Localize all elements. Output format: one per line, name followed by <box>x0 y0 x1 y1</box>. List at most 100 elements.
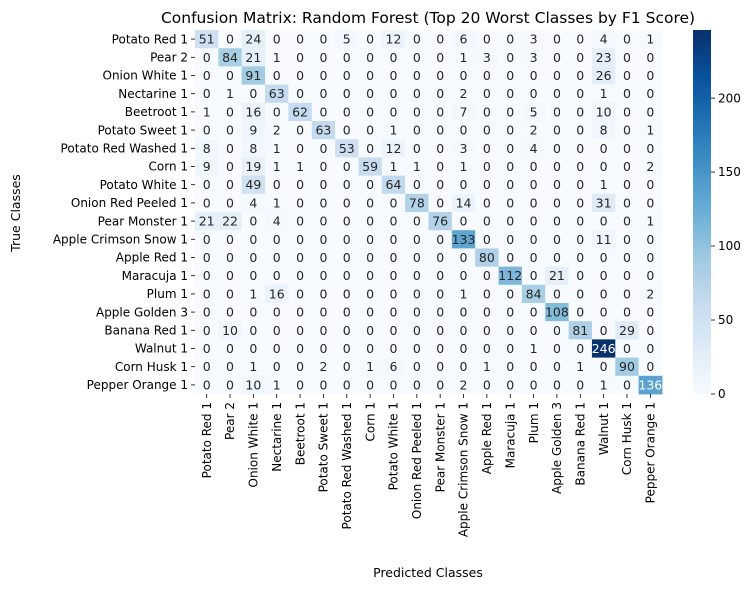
cell-value-label: 1 <box>646 32 654 47</box>
cell-value-label: 1 <box>646 214 654 229</box>
heatmap-cell <box>428 66 453 85</box>
heatmap-cell <box>498 339 523 358</box>
cell-value-label: 0 <box>343 68 351 83</box>
y-tick-label: Pear 2 <box>150 51 188 65</box>
cell-value-label: 0 <box>319 50 327 65</box>
heatmap-cell <box>405 357 429 377</box>
heatmap-cell <box>428 357 453 377</box>
y-tick-label: Apple Golden 3 <box>96 305 188 319</box>
heatmap-cell <box>568 212 593 231</box>
cell-value-label: 0 <box>553 250 561 265</box>
cell-value-label: 0 <box>623 68 631 83</box>
heatmap-cell <box>451 284 476 304</box>
heatmap-cell <box>591 357 616 377</box>
heatmap-cell <box>241 212 266 231</box>
heatmap-cell <box>335 303 359 322</box>
heatmap-cell <box>381 339 406 358</box>
heatmap-cell <box>428 212 453 231</box>
heatmap-cell <box>405 139 429 158</box>
heatmap-cell <box>451 175 476 195</box>
cell-value-label: 0 <box>273 268 281 283</box>
heatmap-cell <box>521 30 546 49</box>
y-tick-label: Potato Red 1 <box>112 32 188 46</box>
heatmap-cell <box>265 357 289 377</box>
cell-value-label: 1 <box>203 104 211 119</box>
heatmap-cell <box>405 284 429 304</box>
heatmap-cell <box>615 339 640 358</box>
cell-value-label: 0 <box>296 195 304 210</box>
cell-value-label: 0 <box>646 104 654 119</box>
heatmap-cell <box>335 175 359 195</box>
heatmap-cell <box>568 375 593 395</box>
heatmap-cell <box>195 48 219 67</box>
cell-value-label: 0 <box>646 68 654 83</box>
heatmap-cell <box>241 284 266 304</box>
heatmap-cell <box>568 66 593 85</box>
heatmap-cell <box>615 84 640 104</box>
cell-value-label: 0 <box>226 250 234 265</box>
y-axis-label: True Classes <box>8 174 23 253</box>
heatmap-cell <box>288 321 313 340</box>
x-tick-label: Onion White 1 <box>247 402 261 488</box>
cell-value-label: 21 <box>199 214 215 229</box>
cell-value-label: 0 <box>343 268 351 283</box>
cell-value-label: 0 <box>600 359 608 374</box>
heatmap-cell <box>568 266 593 286</box>
cell-value-label: 16 <box>245 104 261 119</box>
cell-value-label: 21 <box>549 268 565 283</box>
colorbar-tick-label: 150 <box>718 165 741 179</box>
cell-value-label: 0 <box>413 286 421 301</box>
cell-value-label: 0 <box>553 232 561 247</box>
heatmap-cell <box>638 248 663 267</box>
cell-value-label: 0 <box>226 141 234 156</box>
heatmap-cell <box>311 357 336 377</box>
cell-value-label: 0 <box>249 86 257 101</box>
y-tick-label: Corn 1 <box>149 160 189 174</box>
cell-value-label: 5 <box>530 104 538 119</box>
cell-value-label: 6 <box>460 32 468 47</box>
heatmap-cell <box>615 48 640 67</box>
heatmap-cell <box>218 230 243 249</box>
cell-value-label: 1 <box>483 359 491 374</box>
heatmap-cell <box>358 30 383 49</box>
cell-value-label: 0 <box>576 250 584 265</box>
heatmap-cell <box>265 102 289 122</box>
heatmap-cell <box>265 48 289 67</box>
cell-value-label: 1 <box>226 86 234 101</box>
heatmap-cell <box>218 375 243 395</box>
heatmap-cell <box>615 121 640 140</box>
heatmap-cell <box>195 193 219 213</box>
heatmap-cell <box>405 175 429 195</box>
cell-value-label: 0 <box>483 32 491 47</box>
x-tick-label: Pear 2 <box>223 402 237 440</box>
cell-value-label: 0 <box>576 195 584 210</box>
cell-value-label: 0 <box>530 86 538 101</box>
heatmap-cell <box>311 139 336 158</box>
x-tick-label: Potato Red 1 <box>200 402 214 478</box>
heatmap-cell <box>241 193 266 213</box>
cell-value-label: 0 <box>576 232 584 247</box>
cell-value-label: 0 <box>413 232 421 247</box>
heatmap-cell <box>311 102 336 122</box>
heatmap-cell <box>568 230 593 249</box>
heatmap-cell <box>638 339 663 358</box>
heatmap-cell <box>358 48 383 67</box>
cell-value-label: 1 <box>460 50 468 65</box>
heatmap-cell <box>405 339 429 358</box>
heatmap-cell <box>451 157 476 176</box>
heatmap-cell <box>311 321 336 340</box>
heatmap-cell <box>521 248 546 267</box>
heatmap-cell <box>475 175 499 195</box>
y-tick-label: Walnut 1 <box>135 342 188 356</box>
heatmap-cell <box>638 193 663 213</box>
cell-value-label: 0 <box>343 50 351 65</box>
heatmap-cell <box>218 84 243 104</box>
heatmap-cell <box>591 139 616 158</box>
cell-value-label: 0 <box>623 305 631 320</box>
cell-value-label: 2 <box>646 286 654 301</box>
heatmap-cell <box>475 339 499 358</box>
heatmap-cell <box>195 248 219 267</box>
heatmap-cell <box>521 303 546 322</box>
heatmap-cell <box>241 175 266 195</box>
x-tick-label: Plum 1 <box>527 402 541 443</box>
